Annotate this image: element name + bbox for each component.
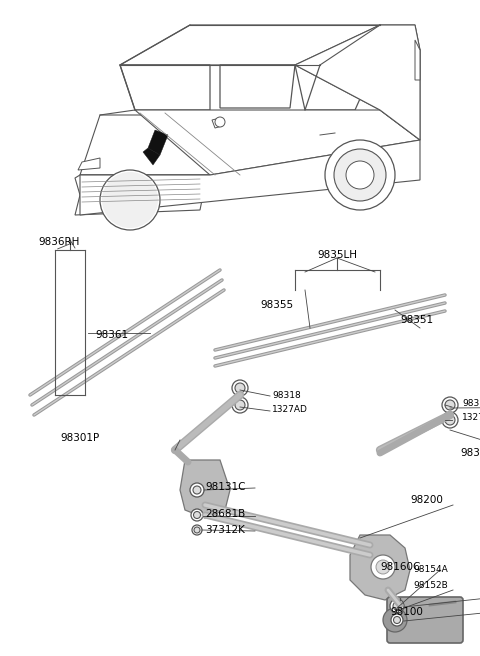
Text: 98318: 98318 <box>272 390 301 400</box>
Text: 98301D: 98301D <box>460 448 480 458</box>
Circle shape <box>371 555 395 579</box>
Text: 98152B: 98152B <box>413 581 448 590</box>
Polygon shape <box>120 65 210 110</box>
Circle shape <box>100 170 160 230</box>
Circle shape <box>193 486 201 494</box>
Circle shape <box>190 483 204 497</box>
Polygon shape <box>180 460 230 518</box>
Circle shape <box>390 599 404 613</box>
Circle shape <box>118 188 142 212</box>
Polygon shape <box>415 40 420 80</box>
Circle shape <box>193 512 201 518</box>
Text: 98154A: 98154A <box>413 565 448 575</box>
Circle shape <box>232 380 248 396</box>
Polygon shape <box>295 65 375 110</box>
Circle shape <box>442 412 458 428</box>
Polygon shape <box>75 185 205 215</box>
Polygon shape <box>143 148 160 165</box>
Text: 98100: 98100 <box>390 607 423 617</box>
Circle shape <box>191 509 203 521</box>
Circle shape <box>232 397 248 413</box>
Polygon shape <box>295 25 420 140</box>
Polygon shape <box>120 25 380 65</box>
Circle shape <box>325 140 395 210</box>
Circle shape <box>394 617 400 623</box>
Text: 98355: 98355 <box>260 300 293 310</box>
Polygon shape <box>135 110 420 175</box>
Text: 98318: 98318 <box>462 398 480 407</box>
Circle shape <box>346 161 374 189</box>
Text: 1327AD: 1327AD <box>462 413 480 422</box>
Polygon shape <box>295 25 420 140</box>
Circle shape <box>376 560 390 574</box>
Text: 98301P: 98301P <box>60 433 99 443</box>
Polygon shape <box>350 535 410 600</box>
Polygon shape <box>78 158 100 170</box>
Circle shape <box>391 614 403 626</box>
Polygon shape <box>220 65 295 108</box>
Circle shape <box>192 525 202 535</box>
Text: 9836RH: 9836RH <box>38 237 79 247</box>
Circle shape <box>235 383 245 393</box>
Text: 1327AD: 1327AD <box>272 405 308 415</box>
Circle shape <box>393 602 401 610</box>
Text: 98351: 98351 <box>400 315 433 325</box>
Text: 98361: 98361 <box>95 330 128 340</box>
Circle shape <box>102 172 158 228</box>
Circle shape <box>334 149 386 201</box>
Polygon shape <box>80 115 230 175</box>
Circle shape <box>215 117 225 127</box>
Circle shape <box>442 397 458 413</box>
Circle shape <box>445 415 455 425</box>
Polygon shape <box>75 175 210 195</box>
Circle shape <box>194 527 200 533</box>
Text: 98200: 98200 <box>410 495 443 505</box>
Polygon shape <box>380 25 420 50</box>
Polygon shape <box>80 140 420 215</box>
Polygon shape <box>148 130 168 155</box>
Text: 98160C: 98160C <box>380 562 420 572</box>
Circle shape <box>108 178 152 222</box>
Circle shape <box>445 400 455 410</box>
Text: 98131C: 98131C <box>205 482 245 492</box>
Text: 9835LH: 9835LH <box>317 250 357 260</box>
Polygon shape <box>212 118 222 128</box>
Circle shape <box>235 400 245 410</box>
Text: 28681B: 28681B <box>205 509 245 519</box>
Circle shape <box>383 608 407 632</box>
Text: 37312K: 37312K <box>205 525 245 535</box>
FancyBboxPatch shape <box>387 597 463 643</box>
